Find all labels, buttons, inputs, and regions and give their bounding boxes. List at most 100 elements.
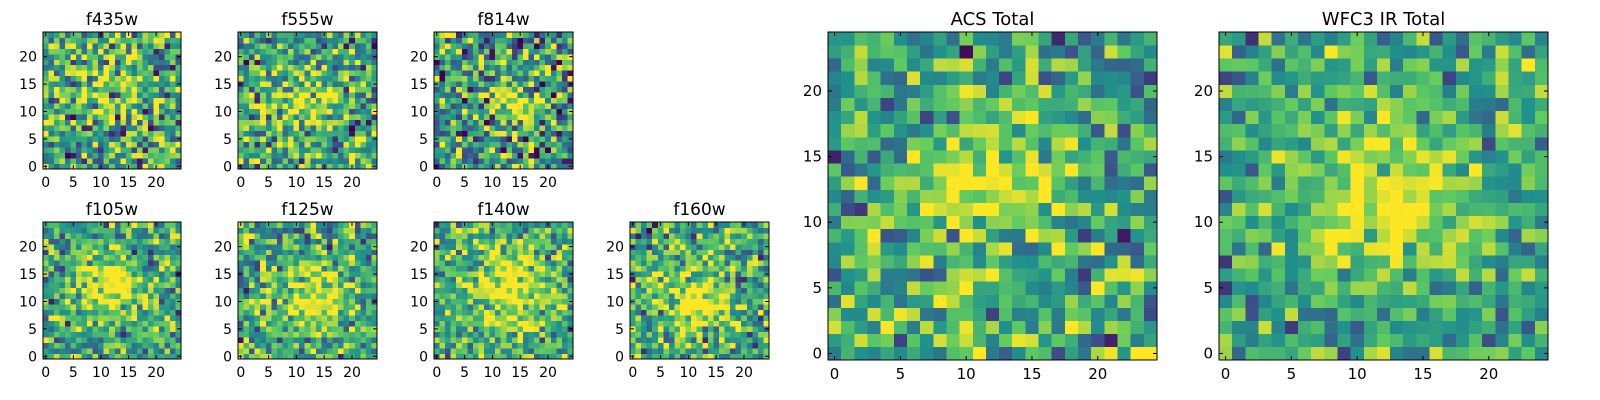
- heatmap-cell: [556, 86, 563, 93]
- heatmap-cell: [522, 309, 529, 316]
- heatmap-cell: [282, 342, 289, 349]
- heatmap-cell: [131, 282, 138, 289]
- heatmap-cell: [972, 346, 987, 361]
- heatmap-cell: [489, 254, 496, 261]
- heatmap-cell: [495, 243, 502, 250]
- heatmap-cell: [164, 276, 171, 283]
- heatmap-cell: [153, 147, 160, 153]
- heatmap-cell: [243, 348, 250, 354]
- heatmap-cell: [561, 53, 568, 60]
- heatmap-cell: [175, 32, 182, 38]
- heatmap-cell: [70, 238, 77, 245]
- heatmap-cell: [70, 59, 77, 66]
- heatmap-cell: [1078, 215, 1092, 230]
- heatmap-cell: [142, 59, 149, 66]
- heatmap-cell: [349, 276, 356, 283]
- heatmap-cell: [98, 238, 105, 245]
- heatmap-cell: [450, 315, 457, 321]
- heatmap-cell: [528, 42, 535, 49]
- heatmap-cell: [1038, 255, 1053, 269]
- heatmap-cell: [114, 81, 121, 88]
- heatmap-cell: [98, 158, 105, 164]
- heatmap-cell: [65, 243, 71, 250]
- heatmap-cell: [1130, 320, 1145, 335]
- heatmap-cell: [461, 254, 468, 261]
- heatmap-cell: [999, 202, 1013, 217]
- heatmap-cell: [841, 163, 855, 177]
- heatmap-cell: [752, 309, 759, 316]
- heatmap-cell: [125, 298, 132, 305]
- heatmap-cell: [87, 320, 94, 327]
- heatmap-cell: [249, 315, 256, 321]
- x-tick-label: 10: [92, 365, 110, 381]
- heatmap-cell: [506, 42, 513, 49]
- heatmap-cell: [142, 254, 149, 261]
- heatmap-cell: [87, 152, 94, 159]
- heatmap-cell: [142, 320, 149, 327]
- heatmap-cell: [506, 114, 513, 121]
- heatmap-cell: [828, 294, 842, 308]
- heatmap-cell: [299, 42, 306, 49]
- heatmap-cell: [81, 287, 88, 294]
- heatmap-cell: [472, 114, 479, 121]
- heatmap-cell: [674, 227, 681, 234]
- heatmap-cell: [276, 119, 283, 126]
- heatmap-cell: [1078, 320, 1092, 335]
- heatmap-cell: [1051, 176, 1066, 190]
- heatmap-cell: [545, 320, 552, 327]
- heatmap-cell: [456, 97, 463, 104]
- heatmap-cell: [360, 315, 367, 321]
- heatmap-cell: [109, 130, 116, 137]
- heatmap-cell: [271, 222, 278, 228]
- heatmap-cell: [92, 119, 99, 126]
- heatmap-cell: [478, 298, 485, 305]
- heatmap-cell: [265, 130, 272, 137]
- heatmap-cell: [175, 119, 182, 126]
- heatmap-cell: [506, 309, 513, 316]
- heatmap-cell: [472, 337, 479, 343]
- heatmap-cell: [680, 320, 686, 327]
- heatmap-cell: [757, 222, 764, 228]
- heatmap-cell: [169, 158, 176, 164]
- heatmap-cell: [131, 342, 138, 349]
- heatmap-cell: [175, 287, 182, 294]
- heatmap-cell: [478, 97, 485, 104]
- heatmap-cell: [472, 81, 479, 88]
- heatmap-cell: [142, 304, 149, 311]
- heatmap-cell: [338, 59, 344, 66]
- heatmap-cell: [288, 141, 294, 148]
- heatmap-cell: [109, 276, 116, 283]
- heatmap-cell: [365, 53, 372, 60]
- heatmap-cell: [299, 271, 306, 278]
- y-tick-label: 5: [419, 322, 428, 338]
- heatmap-cell: [276, 287, 283, 294]
- heatmap-cell: [545, 271, 552, 278]
- heatmap-cell: [500, 136, 507, 142]
- heatmap-cell: [550, 260, 557, 267]
- heatmap-cell: [76, 304, 82, 311]
- heatmap-cell: [153, 227, 160, 234]
- heatmap-cell: [249, 32, 256, 38]
- heatmap-cell: [293, 243, 300, 250]
- heatmap-cell: [517, 315, 524, 321]
- heatmap-cell: [506, 130, 513, 137]
- heatmap-cell: [238, 97, 244, 104]
- heatmap-cell: [445, 337, 452, 343]
- heatmap-cell: [338, 304, 344, 311]
- heatmap-cell: [511, 147, 518, 153]
- heatmap-cell: [304, 227, 311, 234]
- heatmap-cell: [59, 282, 66, 289]
- heatmap-cell: [98, 232, 105, 239]
- heatmap-cell: [310, 353, 317, 360]
- heatmap-cell: [696, 337, 703, 343]
- heatmap-cell: [920, 150, 934, 164]
- heatmap-cell: [136, 53, 143, 60]
- heatmap-cell: [136, 92, 143, 99]
- heatmap-cell: [511, 42, 518, 49]
- heatmap-cell: [434, 276, 440, 283]
- heatmap-cell: [343, 249, 350, 256]
- heatmap-cell: [718, 298, 725, 305]
- heatmap-cell: [365, 287, 372, 294]
- heatmap-cell: [539, 260, 546, 267]
- heatmap-cell: [125, 320, 132, 327]
